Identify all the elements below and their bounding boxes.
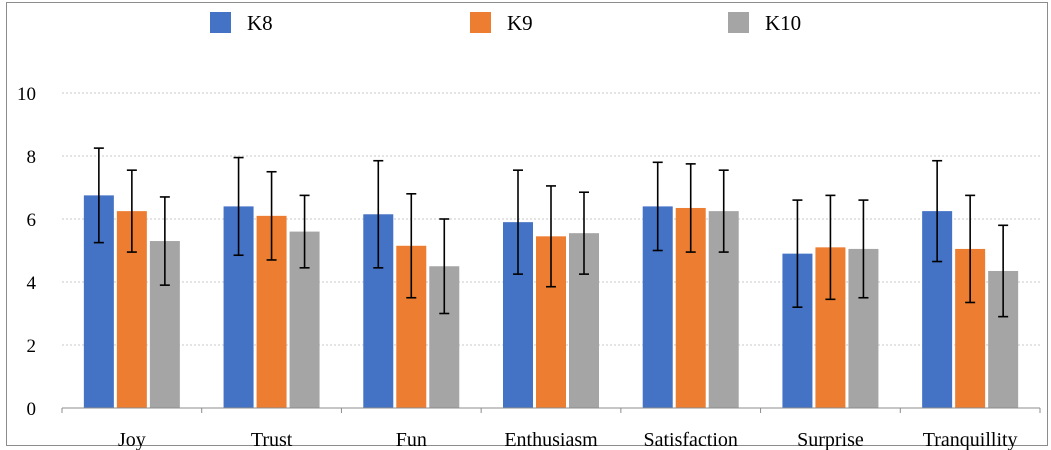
x-tick-label: Satisfaction — [643, 429, 737, 450]
legend-label-k10: K10 — [765, 11, 801, 35]
y-tick-label: 6 — [27, 210, 37, 231]
error-bars — [93, 147, 1009, 318]
y-tick-label: 0 — [27, 399, 37, 420]
x-tick-label: Surprise — [797, 429, 864, 450]
x-tick-label: Tranquillity — [923, 429, 1018, 450]
y-tick-label: 10 — [17, 84, 36, 105]
legend-swatch-k8 — [210, 12, 231, 33]
bars — [83, 195, 1019, 408]
y-tick-label: 8 — [27, 147, 37, 168]
legend-swatch-k9 — [470, 12, 491, 33]
x-axis: Joy Trust Fun Enthusiasm Satisfaction Surpris… — [61, 407, 1041, 450]
y-axis: 0 2 4 6 8 10 — [17, 84, 37, 420]
legend: K8 K9 K10 — [210, 11, 801, 35]
legend-label-k8: K8 — [247, 11, 273, 35]
x-tick-label: Fun — [396, 429, 427, 450]
x-tick-label: Trust — [251, 429, 293, 450]
x-tick-label: Joy — [118, 429, 146, 450]
y-tick-label: 4 — [27, 273, 37, 294]
legend-label-k9: K9 — [507, 11, 533, 35]
y-tick-label: 2 — [27, 336, 37, 357]
legend-swatch-k10 — [728, 12, 749, 33]
x-tick-label: Enthusiasm — [504, 429, 598, 450]
